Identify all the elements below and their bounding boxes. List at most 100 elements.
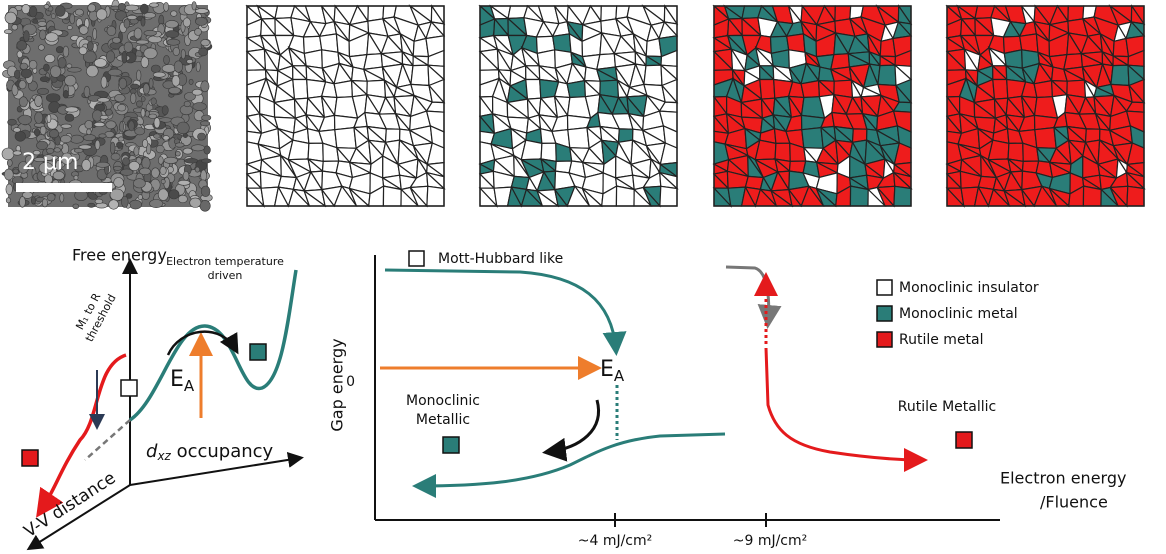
sem-grain (43, 154, 54, 161)
sem-grain (86, 64, 99, 78)
sem-grain (86, 41, 94, 51)
grain (382, 185, 402, 207)
grain (1082, 185, 1102, 207)
sem-grain (130, 83, 140, 90)
sem-grain (12, 127, 21, 133)
gray-arrow (725, 265, 782, 329)
sem-grain (200, 39, 210, 47)
sem-grain (150, 97, 157, 106)
grain (525, 78, 542, 100)
sem-grain (198, 47, 208, 57)
sem-grain (188, 78, 194, 85)
sem-grain (163, 156, 178, 164)
sem-grain (14, 131, 26, 142)
sem-grain (48, 129, 60, 139)
sem-grain (92, 109, 103, 122)
threshold-arrow (36, 353, 127, 518)
sem-grain (109, 141, 116, 155)
sem-grain (176, 121, 190, 135)
sem-grain (175, 151, 181, 157)
grain (774, 142, 791, 163)
sem-grain (195, 17, 208, 26)
sem-grain (84, 120, 94, 130)
sem-grain (1, 147, 15, 161)
grain (1007, 142, 1024, 163)
sem-grain (55, 159, 63, 171)
sem-grain (46, 147, 55, 154)
sem-grain (123, 41, 134, 53)
phase-diagram (374, 250, 1000, 527)
axis-main: d (146, 441, 158, 462)
monoclinic-label: Monoclinic (406, 393, 480, 409)
rutile-marker (955, 431, 973, 449)
sem-grain (158, 156, 164, 165)
sem-grain (152, 71, 166, 78)
sem-grain (136, 69, 142, 82)
sem-grain (105, 50, 116, 63)
sem-grain (143, 47, 158, 59)
sem-grain (17, 161, 29, 174)
sem-grain (114, 10, 127, 21)
sem-grain (34, 111, 44, 124)
sem-grain (165, 30, 179, 39)
sem-grain (118, 77, 127, 90)
sem-grain (114, 93, 126, 103)
scale-bar (16, 183, 112, 192)
barrier-label: EA (600, 357, 625, 385)
sem-grain (203, 145, 211, 155)
sem-grain (117, 3, 126, 11)
sem-grain (105, 120, 117, 130)
sem-grain (151, 167, 160, 179)
sem-grain (200, 185, 211, 197)
sem-grain (4, 168, 14, 181)
sem-grain (140, 108, 146, 118)
sem-grain (124, 4, 140, 12)
sem-grain (62, 45, 70, 58)
sem-grain (126, 14, 138, 20)
sem-grain (14, 69, 21, 79)
sem-grain (39, 125, 47, 135)
grain (426, 185, 445, 207)
sem-grain (72, 203, 80, 210)
sem-grain (134, 127, 145, 136)
sem-grain (171, 75, 181, 87)
sem-grain (153, 117, 161, 129)
sem-grain (60, 123, 72, 129)
sem-grain (191, 1, 197, 11)
legend-swatch (876, 305, 893, 322)
grain (800, 79, 821, 99)
sem-grain (172, 47, 180, 56)
sem-grain (73, 175, 79, 181)
rutile-marker (21, 449, 39, 467)
sem-grain (95, 161, 110, 168)
sem-grain (43, 4, 50, 10)
sem-grain (92, 27, 97, 41)
sem-grain (87, 202, 96, 208)
sem-grain (5, 197, 11, 204)
sem-grain (116, 141, 124, 148)
sem-grain (99, 115, 109, 120)
sem-grain (182, 147, 193, 155)
sem-grain (86, 128, 92, 136)
sem-grain (69, 13, 75, 25)
sem-grain (133, 146, 140, 156)
grain (893, 185, 912, 207)
sem-grain (130, 92, 137, 104)
sem-grain (180, 49, 186, 60)
sem-grain (106, 25, 117, 36)
grain (292, 78, 309, 100)
sem-grain (141, 156, 151, 170)
sem-grain (108, 199, 119, 210)
sem-grain (128, 120, 135, 132)
sem-grain (61, 152, 73, 165)
sem-grain (113, 177, 124, 188)
sem-grain (94, 139, 101, 150)
sem-grain (64, 106, 79, 113)
sem-grain (23, 30, 30, 42)
sem-grain (142, 139, 149, 148)
sem-grain (168, 86, 181, 95)
sem-grain (44, 174, 53, 185)
insulator-marker (120, 379, 138, 397)
sem-grain (20, 68, 33, 79)
